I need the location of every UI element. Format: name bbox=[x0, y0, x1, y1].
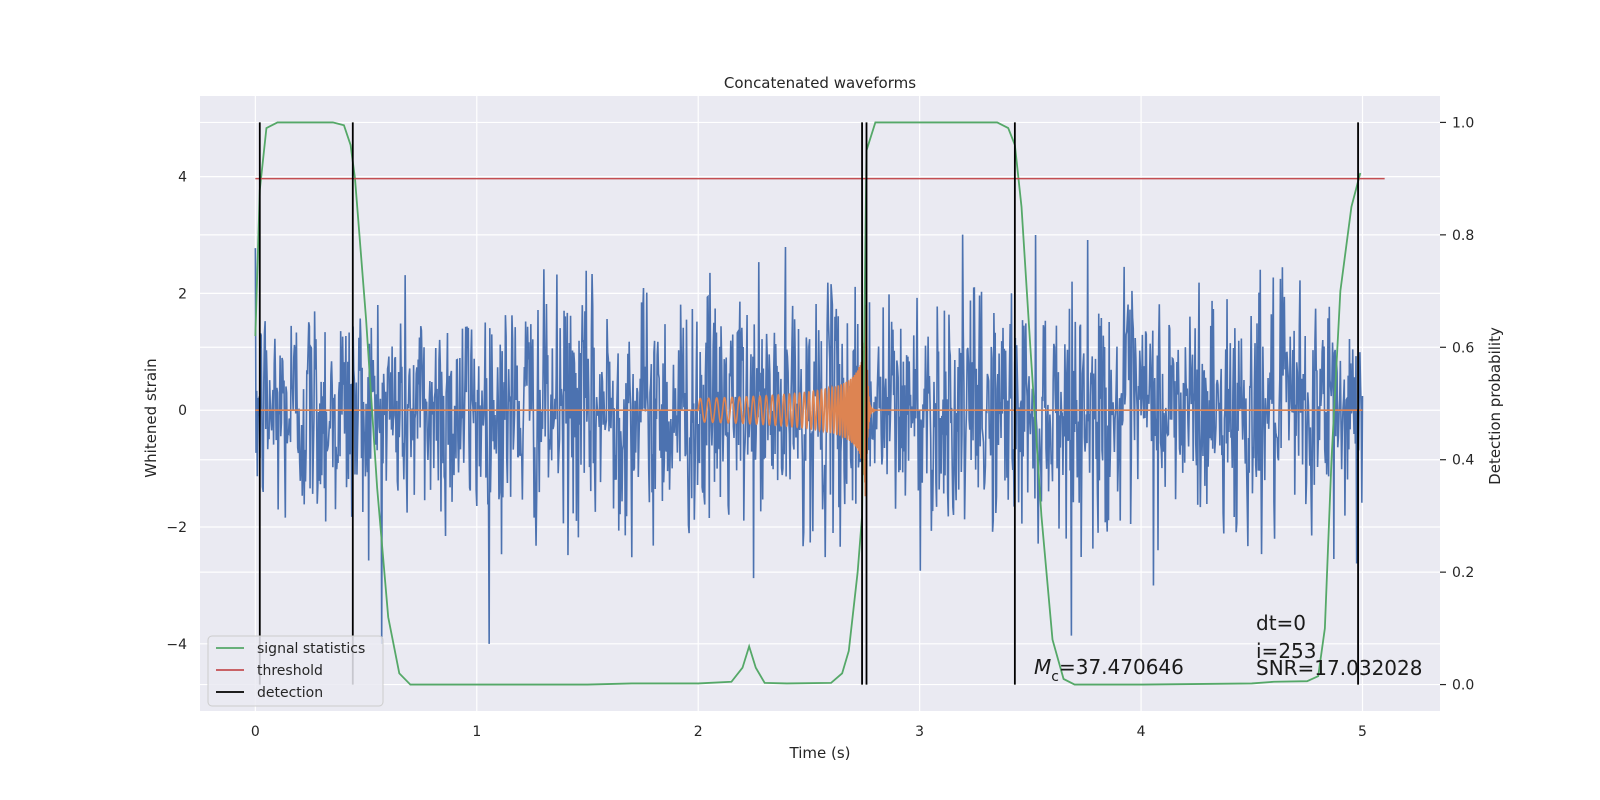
chart-title: Concatenated waveforms bbox=[724, 74, 916, 92]
y2-tick-label: 0.2 bbox=[1452, 565, 1474, 581]
x-tick-label: 2 bbox=[694, 724, 703, 740]
y-tick-label: −4 bbox=[166, 637, 187, 653]
y-axis-label: Whitened strain bbox=[142, 358, 160, 477]
index-annotation: i=253 bbox=[1256, 639, 1317, 663]
x-tick-label: 3 bbox=[915, 724, 924, 740]
x-tick-label: 5 bbox=[1358, 724, 1367, 740]
y-axis-ticks: −4 −2 0 2 4 bbox=[166, 170, 187, 653]
y2-tick-label: 0.0 bbox=[1452, 678, 1474, 694]
legend-label-detection: detection bbox=[257, 685, 323, 701]
y-tick-label: −2 bbox=[166, 520, 187, 536]
x-tick-label: 4 bbox=[1137, 724, 1146, 740]
y2-axis-ticks: 0.0 0.2 0.4 0.6 0.8 1.0 bbox=[1440, 115, 1474, 694]
grid bbox=[200, 96, 1440, 711]
legend-box bbox=[207, 635, 384, 707]
snr-annotation: SNR=17.032028 bbox=[1256, 656, 1422, 680]
y-tick-label: 0 bbox=[178, 403, 187, 419]
mc-subscript: c bbox=[1051, 669, 1059, 685]
mc-symbol: M bbox=[1034, 655, 1051, 679]
chirp-mass-annotation: Mc=37.470646 bbox=[1034, 655, 1184, 685]
dt-annotation: dt=0 bbox=[1256, 611, 1306, 635]
injected-waveform-series bbox=[255, 304, 1363, 497]
legend-label-threshold: threshold bbox=[257, 663, 323, 679]
y-tick-label: 4 bbox=[178, 170, 187, 186]
y2-axis-label: Detection probability bbox=[1486, 327, 1504, 485]
y-tick-label: 2 bbox=[178, 286, 187, 302]
y2-tick-label: 0.6 bbox=[1452, 340, 1474, 356]
legend-label-signal-statistics: signal statistics bbox=[257, 641, 365, 657]
y2-tick-label: 0.4 bbox=[1452, 453, 1474, 469]
detection-lines bbox=[258, 122, 1359, 685]
y2-tick-label: 0.8 bbox=[1452, 228, 1474, 244]
signal-statistics-line bbox=[254, 121, 1362, 686]
legend: signal statistics threshold detection bbox=[207, 635, 384, 707]
mc-value: =37.470646 bbox=[1059, 655, 1184, 679]
x-tick-label: 0 bbox=[251, 724, 260, 740]
strain-noise-series bbox=[254, 234, 1364, 644]
svg-text:Mc=37.470646: Mc=37.470646 bbox=[1034, 655, 1184, 685]
x-axis-ticks: 0 1 2 3 4 5 bbox=[251, 724, 1367, 740]
x-axis-label: Time (s) bbox=[789, 744, 851, 762]
y2-tick-label: 1.0 bbox=[1452, 115, 1474, 131]
x-tick-label: 1 bbox=[472, 724, 481, 740]
